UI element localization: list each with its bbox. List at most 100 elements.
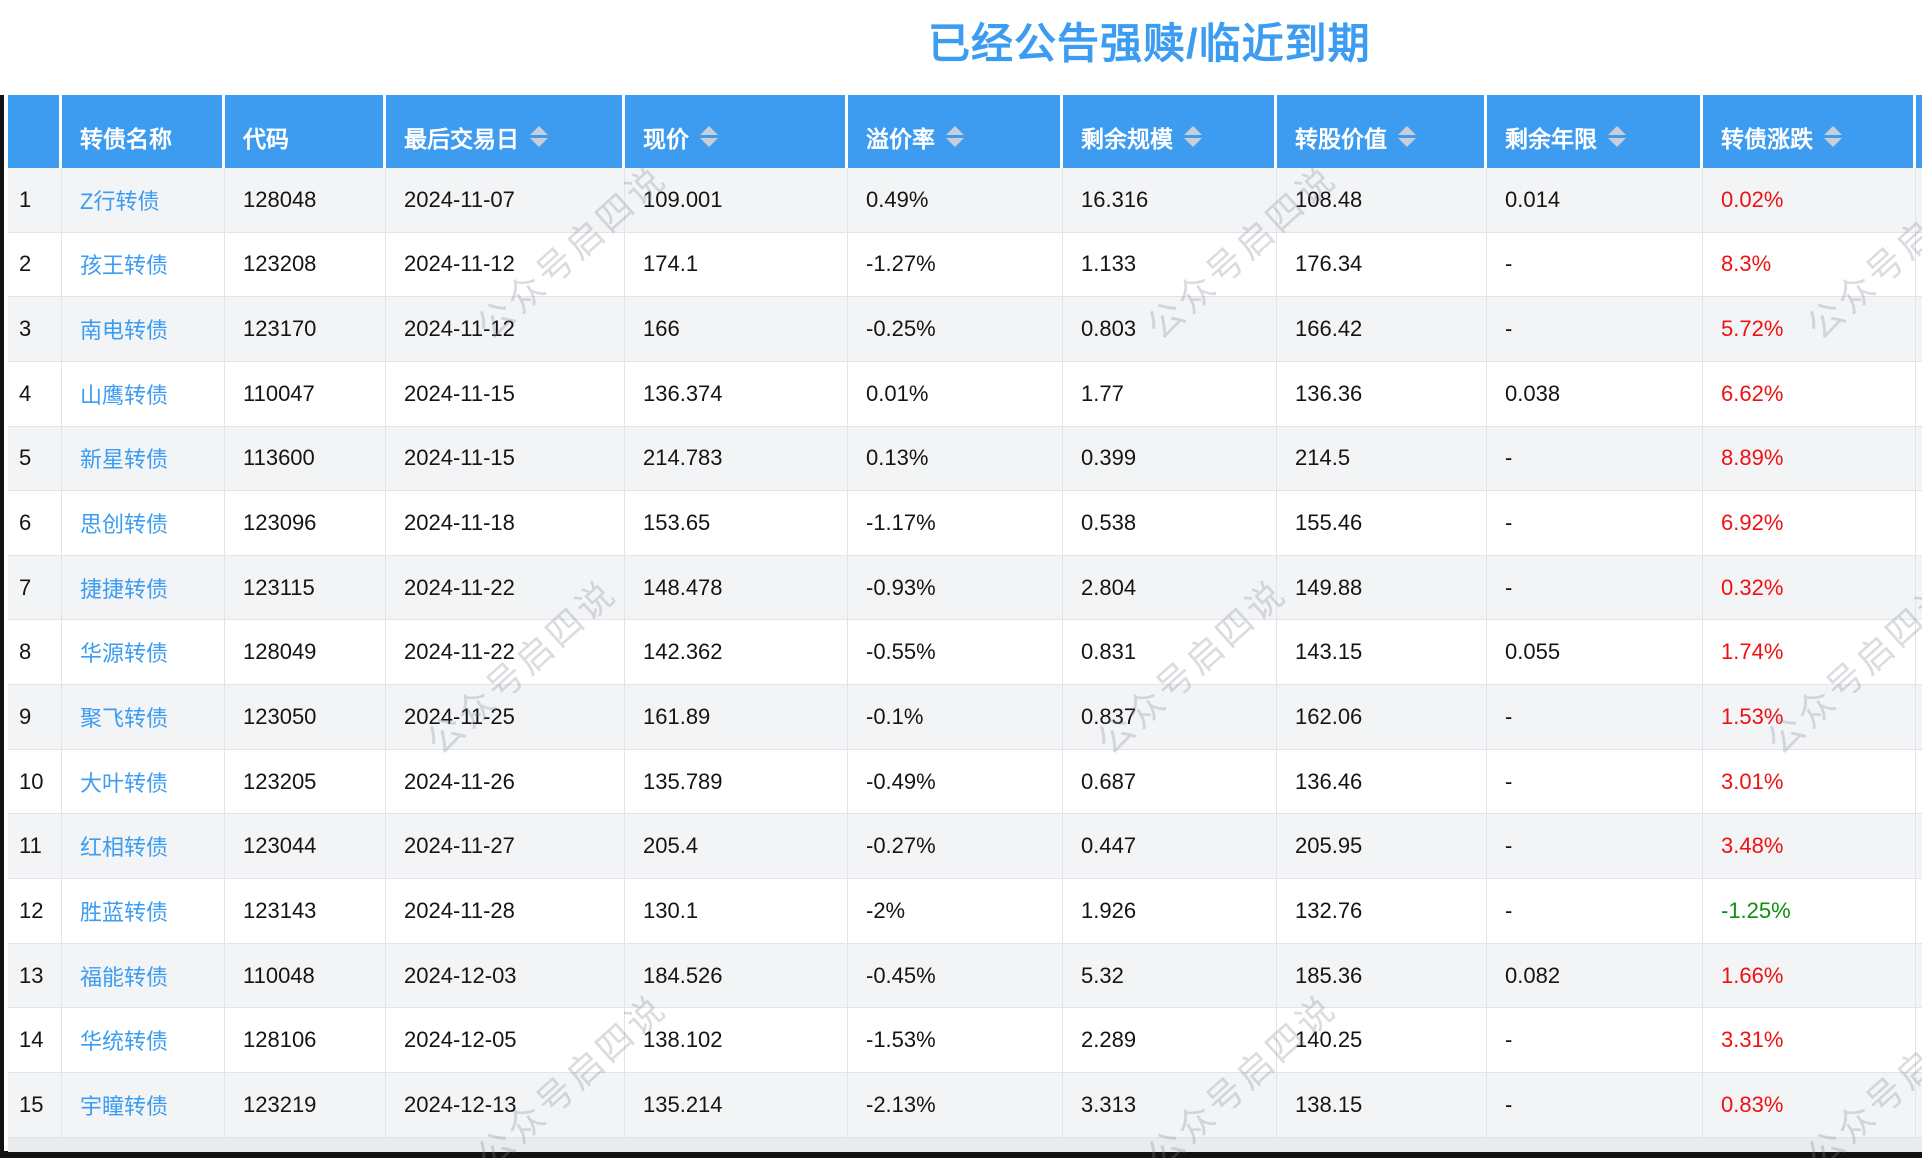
cutoff-cell	[1916, 879, 1922, 943]
current-price: 153.65	[625, 491, 848, 555]
bond-code: 123044	[225, 814, 386, 879]
table-row: 14 华统转债 128106 2024-12-05 138.102 -1.53% 2.289…	[8, 1008, 1922, 1073]
column-header-change[interactable]: 转债涨跌	[1703, 95, 1916, 168]
bond-code: 123115	[225, 555, 386, 620]
conversion-value: 166.42	[1277, 297, 1487, 361]
sort-up-arrow-icon	[700, 126, 718, 135]
column-header-label: 转股价值	[1295, 125, 1387, 152]
current-price: 142.362	[625, 620, 848, 685]
remaining-size: 0.687	[1063, 749, 1277, 814]
premium-rate: -2.13%	[848, 1072, 1063, 1137]
sort-icon	[1398, 126, 1416, 147]
premium-rate: -0.25%	[848, 297, 1063, 361]
remaining-size: 5.32	[1063, 943, 1277, 1008]
bond-code: 110047	[225, 361, 386, 426]
row-index: 13	[8, 943, 62, 1008]
bond-name-link[interactable]: 红相转债	[62, 814, 225, 879]
bond-name-link[interactable]: 华源转债	[62, 620, 225, 685]
last-trade-date: 2024-12-03	[386, 943, 625, 1008]
conversion-value: 176.34	[1277, 232, 1487, 297]
last-trade-date: 2024-11-22	[386, 620, 625, 685]
cutoff-cell	[1916, 556, 1922, 620]
sort-icon	[1608, 126, 1626, 147]
premium-rate: 0.13%	[848, 426, 1063, 491]
bond-change: 1.66%	[1703, 943, 1916, 1008]
bond-change: 0.02%	[1703, 168, 1916, 232]
premium-rate: -0.27%	[848, 814, 1063, 879]
row-index: 4	[8, 361, 62, 426]
bond-name-link[interactable]: 大叶转债	[62, 749, 225, 814]
cutoff-cell	[1916, 233, 1922, 297]
conversion-value: 185.36	[1277, 943, 1487, 1008]
bond-change: 6.62%	[1703, 361, 1916, 426]
row-index: 7	[8, 555, 62, 620]
row-index: 11	[8, 814, 62, 879]
bond-name-link[interactable]: 胜蓝转债	[62, 879, 225, 943]
bond-name-link[interactable]: 捷捷转债	[62, 555, 225, 620]
sort-up-arrow-icon	[1608, 126, 1626, 135]
bond-name-link[interactable]: Z行转债	[62, 168, 225, 232]
bond-change: 1.74%	[1703, 620, 1916, 685]
bond-name-link[interactable]: 华统转债	[62, 1008, 225, 1072]
bond-name-link[interactable]: 孩王转债	[62, 232, 225, 297]
table-row: 8 华源转债 128049 2024-11-22 142.362 -0.55% 0.831 1…	[8, 620, 1922, 686]
page-title: 已经公告强赎/临近到期	[928, 20, 1371, 67]
remaining-years: 0.038	[1487, 361, 1703, 426]
bond-name-link[interactable]: 山鹰转债	[62, 361, 225, 426]
current-price: 174.1	[625, 232, 848, 297]
remaining-size: 1.133	[1063, 232, 1277, 297]
conversion-value: 155.46	[1277, 491, 1487, 555]
conversion-value: 132.76	[1277, 879, 1487, 943]
column-header-last_trade_date[interactable]: 最后交易日	[386, 95, 625, 168]
bond-name-link[interactable]: 思创转债	[62, 491, 225, 555]
bond-code: 128048	[225, 168, 386, 232]
last-trade-date: 2024-11-12	[386, 232, 625, 297]
table-row: 10 大叶转债 123205 2024-11-26 135.789 -0.49% 0.687…	[8, 749, 1922, 815]
row-index: 9	[8, 685, 62, 749]
bond-code: 123096	[225, 491, 386, 555]
table-body: 1 Z行转债 128048 2024-11-07 109.001 0.49% 16.316 1…	[8, 168, 1922, 1138]
current-price: 184.526	[625, 943, 848, 1008]
sort-icon	[1184, 126, 1202, 147]
column-header-remaining_years[interactable]: 剩余年限	[1487, 95, 1703, 168]
table-row: 7 捷捷转债 123115 2024-11-22 148.478 -0.93% 2.804 1…	[8, 555, 1922, 621]
column-header-price[interactable]: 现价	[625, 95, 848, 168]
conversion-value: 149.88	[1277, 555, 1487, 620]
last-trade-date: 2024-11-27	[386, 814, 625, 879]
remaining-years: -	[1487, 297, 1703, 361]
current-price: 109.001	[625, 168, 848, 232]
column-header-remaining_size[interactable]: 剩余规模	[1063, 95, 1277, 168]
column-header-label: 现价	[643, 125, 689, 152]
premium-rate: -1.53%	[848, 1008, 1063, 1072]
bond-name-link[interactable]: 聚飞转债	[62, 685, 225, 749]
row-index: 14	[8, 1008, 62, 1072]
bond-name-link[interactable]: 福能转债	[62, 943, 225, 1008]
cutoff-cell	[1916, 362, 1922, 426]
cutoff-cell	[1916, 750, 1922, 814]
sort-up-arrow-icon	[946, 126, 964, 135]
remaining-size: 0.837	[1063, 685, 1277, 749]
table-footer-strip	[8, 1137, 1922, 1152]
current-price: 166	[625, 297, 848, 361]
last-trade-date: 2024-11-15	[386, 361, 625, 426]
bond-name-link[interactable]: 新星转债	[62, 426, 225, 491]
premium-rate: -1.27%	[848, 232, 1063, 297]
remaining-size: 1.77	[1063, 361, 1277, 426]
column-header-cutoff	[1916, 95, 1922, 168]
column-header-label: 转债名称	[80, 125, 172, 152]
bond-change: 3.01%	[1703, 749, 1916, 814]
bond-name-link[interactable]: 宇瞳转债	[62, 1072, 225, 1137]
bond-change: 5.72%	[1703, 297, 1916, 361]
conversion-value: 143.15	[1277, 620, 1487, 685]
remaining-size: 16.316	[1063, 168, 1277, 232]
remaining-size: 0.831	[1063, 620, 1277, 685]
bond-name-link[interactable]: 南电转债	[62, 297, 225, 361]
column-header-premium_rate[interactable]: 溢价率	[848, 95, 1063, 168]
bond-change: 3.48%	[1703, 814, 1916, 879]
remaining-size: 0.538	[1063, 491, 1277, 555]
last-trade-date: 2024-11-22	[386, 555, 625, 620]
column-header-conversion_value[interactable]: 转股价值	[1277, 95, 1487, 168]
bond-code: 110048	[225, 943, 386, 1008]
cutoff-cell	[1916, 168, 1922, 232]
cutoff-cell	[1916, 944, 1922, 1008]
